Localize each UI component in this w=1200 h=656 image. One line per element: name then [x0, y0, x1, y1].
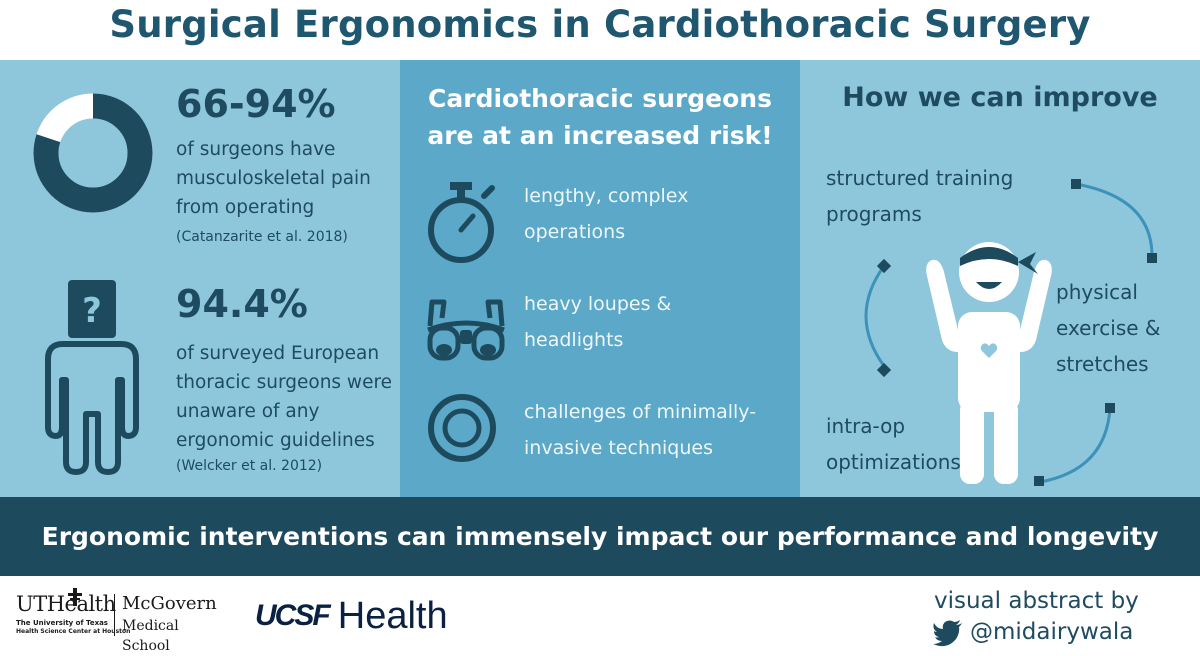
- question-mark: ?: [82, 291, 102, 331]
- improve-item-line: stretches: [1056, 352, 1149, 376]
- stat1-value: 66-94%: [176, 82, 336, 126]
- uthealth-sub1: The University of Texas: [16, 619, 108, 627]
- improve-item-exercise: physical exercise & stretches: [1056, 274, 1161, 382]
- twitter-icon: [933, 620, 962, 647]
- heart-icon: [980, 343, 998, 358]
- uthealth-logo: UTHealth The University of Texas Health …: [16, 588, 226, 654]
- left-panel: 66-94% of surgeons have musculoskeletal …: [0, 60, 400, 497]
- stat1-description: of surgeons have musculoskeletal pain fr…: [176, 135, 371, 222]
- improve-item-line: intra-op: [826, 414, 906, 438]
- ucsf-health-logo: UCSF Health: [255, 592, 448, 640]
- mid-heading-line: are at an increased risk!: [427, 121, 773, 150]
- risk-item-loupes: heavy loupes & headlights: [524, 286, 794, 358]
- risk-item-line: headlights: [524, 329, 624, 351]
- risk-item-line: challenges of minimally-: [524, 401, 757, 423]
- cycle-arrows: [864, 179, 1157, 486]
- stat1-line: of surgeons have: [176, 139, 336, 160]
- stat2-description: of surveyed European thoracic surgeons w…: [176, 339, 392, 455]
- twitter-handle[interactable]: @midairywala: [970, 619, 1134, 645]
- mcgovern-school: Medical School: [122, 618, 179, 654]
- stat2-line: of surveyed European: [176, 343, 380, 364]
- stat2-citation: (Welcker et al. 2012): [176, 458, 323, 474]
- right-panel: How we can improve structured training p…: [800, 60, 1200, 497]
- risk-item-line: operations: [524, 221, 626, 243]
- right-heading: How we can improve: [842, 82, 1158, 113]
- mid-heading-line: Cardiothoracic surgeons: [428, 84, 772, 113]
- donut-arc: [33, 93, 153, 213]
- unaware-person-icon: ?: [45, 280, 139, 475]
- ucsf-health-word: Health: [337, 595, 448, 637]
- bottom-banner: Ergonomic interventions can immensely im…: [0, 497, 1200, 576]
- improve-item-line: programs: [826, 202, 922, 226]
- improve-item-intraop: intra-op optimizations: [826, 408, 961, 480]
- improve-item-line: structured training: [826, 166, 1014, 190]
- donut-chart-icon: [33, 93, 153, 213]
- page-title: Surgical Ergonomics in Cardiothoracic Su…: [109, 3, 1091, 46]
- risk-item-line: lengthy, complex: [524, 185, 689, 207]
- loupes-icon: [427, 299, 505, 361]
- improve-item-line: exercise &: [1056, 316, 1161, 340]
- risk-item-mis: challenges of minimally- invasive techni…: [524, 394, 794, 466]
- uthealth-name: UTHealth: [16, 592, 116, 616]
- uthealth-sub2: Health Science Center at Houston: [16, 628, 131, 635]
- improve-item-line: physical: [1056, 280, 1138, 304]
- middle-panel: Cardiothoracic surgeons are at an increa…: [400, 60, 800, 497]
- risk-item-line: heavy loupes &: [524, 293, 672, 315]
- stat2-line: unaware of any: [176, 401, 320, 422]
- mid-heading: Cardiothoracic surgeons are at an increa…: [400, 80, 800, 154]
- credit-label: visual abstract by: [934, 588, 1139, 614]
- risk-item-duration: lengthy, complex operations: [524, 178, 794, 250]
- ucsf-mark: UCSF: [255, 599, 331, 632]
- uthealth-emblem-icon: [68, 588, 82, 606]
- risk-item-line: invasive techniques: [524, 437, 713, 459]
- stat2-line: thoracic surgeons were: [176, 372, 393, 393]
- stat1-line: from operating: [176, 197, 315, 218]
- improve-item-line: optimizations: [826, 450, 961, 474]
- mcgovern-name: McGovern: [122, 593, 217, 614]
- stat2-value: 94.4%: [176, 282, 308, 326]
- stat1-line: musculoskeletal pain: [176, 168, 371, 189]
- improve-item-training: structured training programs: [826, 160, 1013, 232]
- stat1-citation: (Catanzarite et al. 2018): [176, 229, 348, 245]
- logo-divider: [114, 594, 115, 636]
- cheering-person-icon: [926, 242, 1052, 484]
- stopwatch-icon: [428, 182, 495, 263]
- stat2-line: ergonomic guidelines: [176, 430, 375, 451]
- scope-icon: [428, 394, 496, 462]
